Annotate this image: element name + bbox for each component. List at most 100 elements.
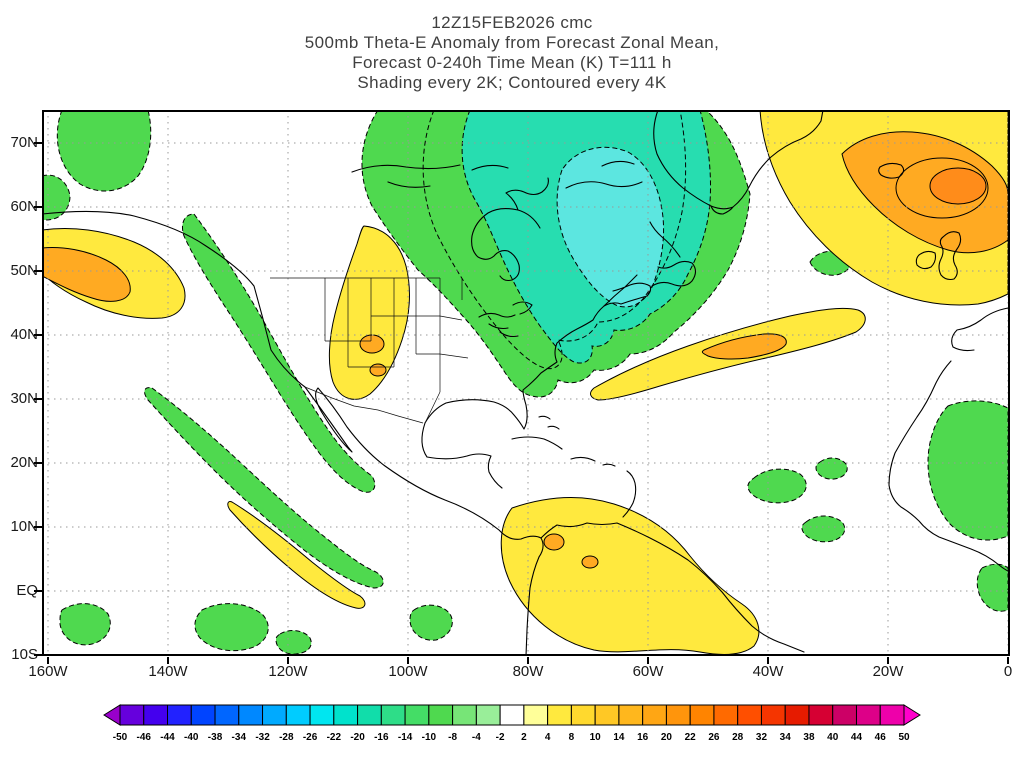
- colorbar-tick-label: 28: [732, 732, 744, 743]
- anomaly-positive-pacific-subtropic-band: [227, 501, 366, 609]
- lon-tick-label: 60W: [632, 663, 664, 680]
- colorbar-segment: [618, 704, 644, 726]
- lat-tick-mark: [34, 398, 42, 400]
- colorbar-right-arrow: [903, 704, 921, 726]
- lon-tick-mark: [47, 657, 49, 664]
- colorbar-segment: [333, 704, 359, 726]
- map-area: [41, 109, 1010, 657]
- anomaly-positive-mid-atlantic-core: [701, 333, 787, 360]
- colorbar-segment: [167, 704, 192, 726]
- coastline-greenland: [653, 109, 824, 215]
- lon-tick-mark: [527, 657, 529, 664]
- anomaly-negative-tropical-atlantic-1: [747, 468, 807, 504]
- colorbar-tick-label: -26: [303, 732, 318, 743]
- political-border-layer: [270, 277, 469, 424]
- colorbar-left-arrow: [103, 704, 121, 726]
- anomaly-positive-colorado-core: [359, 334, 385, 354]
- colorbar-tick-label: -32: [255, 732, 270, 743]
- anomaly-negative-west-coast-band: [181, 213, 376, 493]
- colorbar-segment: [428, 704, 454, 726]
- colorbar-segment: [357, 704, 382, 726]
- title-field: 500mb Theta-E Anomaly from Forecast Zona…: [304, 33, 720, 52]
- colorbar-tick-label: 10: [590, 732, 602, 743]
- anomaly-positive-europe-inner-contour: [895, 157, 989, 219]
- coastline-hudson-bay: [471, 177, 549, 282]
- colorbar-tick-label: 46: [875, 732, 887, 743]
- lat-tick-label: 30N: [10, 390, 38, 407]
- colorbar-tick-label: -20: [350, 732, 365, 743]
- anomaly-positive-ne-pacific-core: [41, 247, 131, 302]
- colorbar-tick-label: -46: [137, 732, 152, 743]
- colorbar-segment: [523, 704, 549, 726]
- colorbar-segment: [832, 704, 857, 726]
- coastline-maritimes-newfoundland: [603, 221, 697, 307]
- anomaly-negative-inner-contour: [422, 109, 687, 370]
- colorbar-tick-label: 14: [613, 732, 625, 743]
- lat-tick-mark: [34, 462, 42, 464]
- anomaly-negative-gulf-of-guinea: [976, 563, 1009, 612]
- anomaly-negative-tropical-pacific-3: [275, 630, 312, 655]
- us-mexico-border: [304, 386, 424, 424]
- lat-tick-mark: [34, 526, 42, 528]
- colorbar-tick-label: 32: [756, 732, 768, 743]
- lon-tick-mark: [167, 657, 169, 664]
- lat-tick-mark: [34, 142, 42, 144]
- lon-tick-label: 120W: [268, 663, 308, 680]
- lon-tick-mark: [767, 657, 769, 664]
- anomaly-positive-new-mexico-core: [369, 363, 387, 377]
- colorbar-tick-label: -50: [113, 732, 128, 743]
- anomaly-negative-gulf-of-alaska: [56, 109, 152, 192]
- lon-tick-label: 160W: [28, 663, 68, 680]
- colorbar-tick-label: 44: [851, 732, 863, 743]
- anomaly-positive-colombia-core: [543, 533, 565, 551]
- anomaly-negative-left-edge: [41, 174, 71, 221]
- lon-tick-mark: [887, 657, 889, 664]
- colorbar-tick-label: -44: [160, 732, 175, 743]
- coastline-iberia-africa: [888, 307, 1009, 572]
- colorbar-tick-label: 34: [780, 732, 792, 743]
- lon-tick-label: 0: [1003, 663, 1013, 680]
- coastline-us-east: [424, 295, 648, 430]
- colorbar-tick-label: -10: [422, 732, 437, 743]
- lat-tick-label: 40N: [10, 326, 38, 343]
- map-frame: [42, 110, 1010, 656]
- title-shading-info: Shading every 2K; Contoured every 4K: [357, 73, 667, 92]
- colorbar-tick-label: -8: [448, 732, 457, 743]
- lat-tick-mark: [34, 270, 42, 272]
- coastline-gulf-yucatan: [421, 422, 503, 489]
- colorbar-segment: [784, 704, 810, 726]
- lon-tick-label: 20W: [872, 663, 904, 680]
- title-forecast: Forecast 0-240h Time Mean (K) T=111 h: [352, 53, 672, 72]
- colorbar-tick-label: -2: [496, 732, 505, 743]
- colorbar-tick-label: 22: [685, 732, 697, 743]
- colorbar-segment: [380, 704, 406, 726]
- colorbar-tick-label: -28: [279, 732, 294, 743]
- colorbar-segment: [855, 704, 881, 726]
- anomaly-positive-venezuela-core: [581, 555, 599, 569]
- anomaly-negative-tropical-atlantic-3: [801, 515, 846, 543]
- plot-title-block: 12Z15FEB2026 cmc 500mb Theta-E Anomaly f…: [0, 13, 1024, 93]
- lat-tick-label: 70N: [10, 134, 38, 151]
- lon-tick-mark: [1007, 657, 1009, 664]
- colorbar-tick-label: 38: [803, 732, 815, 743]
- colorbar-tick-label: 16: [637, 732, 649, 743]
- coastline-caribbean-islands: [511, 415, 637, 518]
- colorbar-segment: [760, 704, 786, 726]
- anomaly-negative-pacific-band: [144, 387, 384, 589]
- anomaly-negative-core-cyan: [556, 146, 665, 308]
- coastline-iceland: [878, 162, 905, 179]
- lat-tick-mark: [34, 590, 42, 592]
- lon-tick-label: 100W: [388, 663, 428, 680]
- colorbar-segment: [285, 704, 311, 726]
- colorbar-segment: [570, 704, 596, 726]
- colorbar-segment: [238, 704, 264, 726]
- title-init-time: 12Z15FEB2026 cmc: [431, 13, 593, 32]
- colorbar-tick-label: -4: [472, 732, 481, 743]
- colorbar-tick-label: -16: [374, 732, 389, 743]
- lat-tick-label: 50N: [10, 262, 38, 279]
- anomaly-positive-europe-deep-core: [929, 167, 987, 205]
- colorbar-segment: [262, 704, 287, 726]
- colorbar-segment: [404, 704, 430, 726]
- anomaly-negative-west-africa: [927, 400, 1009, 541]
- lon-tick-mark: [647, 657, 649, 664]
